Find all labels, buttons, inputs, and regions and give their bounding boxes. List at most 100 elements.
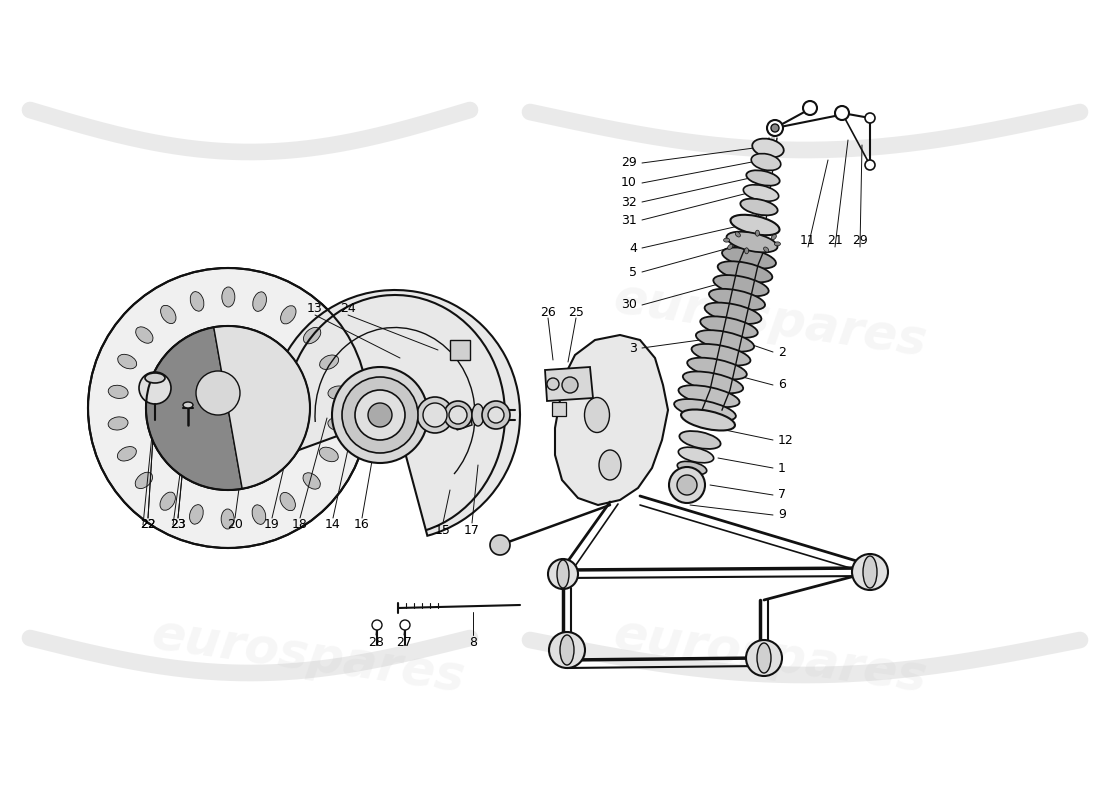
Ellipse shape (756, 230, 759, 236)
Circle shape (865, 113, 874, 123)
Text: 7: 7 (778, 489, 786, 502)
Text: 23: 23 (170, 518, 186, 531)
Circle shape (139, 372, 170, 404)
Text: 24: 24 (340, 302, 356, 314)
Circle shape (368, 403, 392, 427)
Ellipse shape (108, 417, 128, 430)
Text: 18: 18 (293, 518, 308, 531)
Ellipse shape (745, 248, 749, 254)
Text: 15: 15 (436, 523, 451, 537)
Ellipse shape (557, 560, 569, 588)
Ellipse shape (183, 402, 192, 408)
Text: 12: 12 (778, 434, 794, 446)
Circle shape (196, 371, 240, 415)
Wedge shape (270, 290, 520, 536)
Circle shape (669, 467, 705, 503)
Text: 14: 14 (326, 518, 341, 531)
Ellipse shape (302, 473, 320, 489)
Circle shape (342, 377, 418, 453)
Text: 23: 23 (170, 518, 186, 531)
Ellipse shape (118, 354, 136, 369)
Ellipse shape (280, 493, 296, 510)
Ellipse shape (730, 214, 780, 235)
Circle shape (490, 535, 510, 555)
Ellipse shape (744, 185, 779, 202)
Ellipse shape (108, 386, 128, 398)
Circle shape (803, 101, 817, 115)
Circle shape (865, 160, 874, 170)
Polygon shape (450, 340, 470, 360)
Ellipse shape (328, 418, 348, 430)
Text: eurospares: eurospares (610, 274, 930, 366)
Text: 1: 1 (778, 462, 785, 474)
Text: 2: 2 (778, 346, 785, 358)
Polygon shape (556, 335, 668, 505)
Circle shape (746, 640, 782, 676)
Ellipse shape (118, 446, 136, 461)
Polygon shape (455, 410, 472, 430)
Text: 10: 10 (621, 177, 637, 190)
Ellipse shape (740, 198, 778, 215)
Circle shape (417, 397, 453, 433)
Text: 29: 29 (852, 234, 868, 246)
Circle shape (852, 554, 888, 590)
Ellipse shape (145, 373, 165, 383)
Text: 29: 29 (621, 157, 637, 170)
Text: 16: 16 (354, 518, 370, 531)
Text: 4: 4 (629, 242, 637, 254)
Ellipse shape (472, 404, 484, 426)
Ellipse shape (304, 327, 321, 344)
Text: 11: 11 (800, 234, 816, 246)
Circle shape (548, 559, 578, 589)
Ellipse shape (320, 355, 339, 370)
Ellipse shape (774, 242, 780, 246)
Circle shape (549, 632, 585, 668)
Ellipse shape (560, 635, 574, 665)
Ellipse shape (710, 289, 764, 310)
Ellipse shape (222, 287, 235, 307)
Ellipse shape (252, 505, 266, 524)
Ellipse shape (692, 344, 750, 366)
Circle shape (444, 401, 472, 429)
Text: 6: 6 (778, 378, 785, 391)
Circle shape (482, 401, 510, 429)
Ellipse shape (189, 505, 204, 524)
Ellipse shape (679, 447, 714, 463)
Text: 32: 32 (621, 195, 637, 209)
Ellipse shape (319, 447, 339, 462)
Text: 5: 5 (629, 266, 637, 278)
Ellipse shape (135, 327, 153, 343)
Text: 17: 17 (464, 523, 480, 537)
Circle shape (449, 406, 468, 424)
Ellipse shape (600, 450, 621, 480)
Ellipse shape (746, 170, 780, 186)
Circle shape (424, 403, 447, 427)
Ellipse shape (135, 472, 153, 489)
Text: 26: 26 (540, 306, 556, 318)
Wedge shape (146, 327, 242, 490)
Polygon shape (544, 367, 593, 401)
Circle shape (372, 620, 382, 630)
Circle shape (562, 377, 578, 393)
Text: 25: 25 (568, 306, 584, 318)
Ellipse shape (160, 492, 175, 510)
Text: 27: 27 (396, 635, 411, 649)
Text: 31: 31 (621, 214, 637, 226)
Ellipse shape (705, 302, 761, 324)
Ellipse shape (771, 234, 777, 240)
Circle shape (488, 407, 504, 423)
Text: 13: 13 (307, 302, 323, 314)
Text: 22: 22 (140, 518, 156, 531)
Ellipse shape (190, 292, 204, 311)
Text: eurospares: eurospares (148, 274, 468, 366)
Ellipse shape (328, 386, 348, 399)
Circle shape (676, 475, 697, 495)
Text: 20: 20 (227, 518, 243, 531)
Ellipse shape (253, 292, 266, 311)
Circle shape (400, 620, 410, 630)
Text: 21: 21 (827, 234, 843, 246)
Circle shape (355, 390, 405, 440)
Ellipse shape (280, 306, 296, 324)
Ellipse shape (864, 556, 877, 588)
Circle shape (547, 378, 559, 390)
